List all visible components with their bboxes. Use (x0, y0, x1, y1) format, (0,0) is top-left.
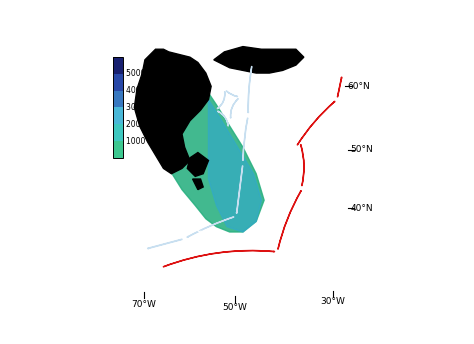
Text: 4000 m: 4000 m (127, 86, 155, 95)
Polygon shape (214, 46, 304, 73)
Text: 1000 m: 1000 m (127, 137, 155, 146)
FancyBboxPatch shape (113, 57, 123, 74)
FancyBboxPatch shape (113, 107, 123, 124)
Text: DWBC: DWBC (177, 225, 203, 234)
Text: 30°W: 30°W (320, 298, 346, 307)
Polygon shape (158, 60, 264, 232)
Text: 50°W: 50°W (222, 303, 247, 312)
FancyBboxPatch shape (113, 141, 123, 158)
Text: 70°W: 70°W (131, 300, 156, 309)
Text: 5000 m: 5000 m (127, 69, 155, 78)
Text: 60°N: 60°N (347, 82, 370, 91)
Text: 50°N: 50°N (350, 146, 373, 154)
Text: 2000 m: 2000 m (127, 120, 155, 129)
Polygon shape (209, 99, 262, 232)
Polygon shape (187, 152, 209, 176)
FancyBboxPatch shape (113, 124, 123, 141)
FancyBboxPatch shape (113, 74, 123, 91)
Text: 3000 m: 3000 m (127, 103, 155, 112)
Polygon shape (192, 179, 203, 190)
Polygon shape (134, 49, 211, 174)
Text: 40°N: 40°N (350, 204, 373, 213)
FancyBboxPatch shape (113, 91, 123, 107)
